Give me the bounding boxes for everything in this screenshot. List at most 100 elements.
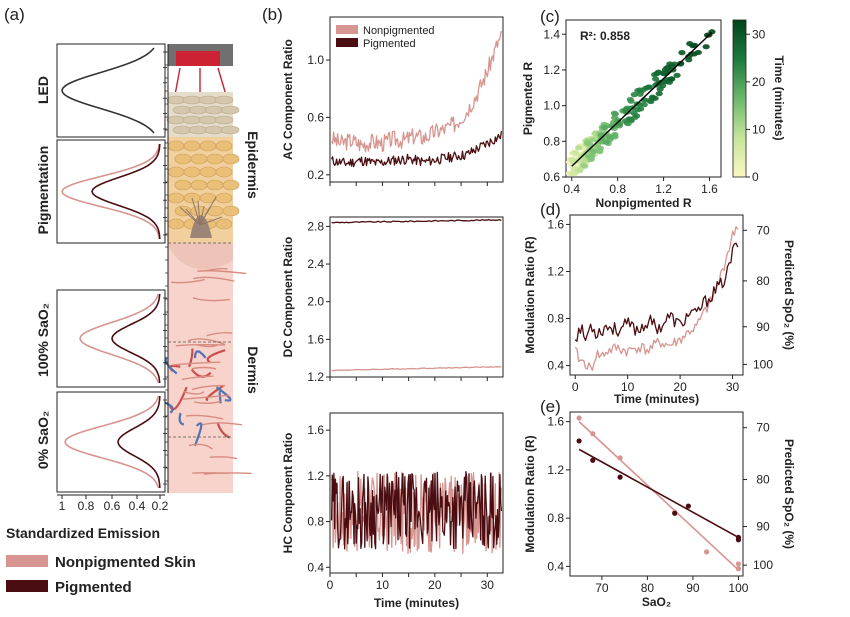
y-tick-label: 1.2 xyxy=(307,370,324,384)
pigmented-point xyxy=(576,438,582,444)
r-squared-annotation: R²: 0.858 xyxy=(580,29,630,43)
nonpigmented-point xyxy=(590,431,596,437)
pigmented-line xyxy=(330,471,503,550)
nonpigmented-fit-line xyxy=(578,421,739,571)
y-tick-label: 0.2 xyxy=(307,168,324,182)
scatter-point xyxy=(590,148,598,154)
collagen-fiber xyxy=(187,338,226,346)
scatter-point xyxy=(627,116,635,122)
legend-swatch-nonpigmented xyxy=(336,25,358,34)
y-axis-title: Pigmented R xyxy=(521,61,535,135)
y-tick-label: 1.4 xyxy=(543,27,560,41)
nonpigmented-line xyxy=(331,365,502,372)
collagen-fiber xyxy=(197,270,247,275)
collagen-fiber xyxy=(172,361,221,366)
scatter-point xyxy=(576,167,584,174)
nonpigmented-point xyxy=(735,566,742,572)
light-ray xyxy=(217,67,227,96)
keratinocyte xyxy=(198,115,218,125)
y-tick-label: 0.8 xyxy=(547,312,564,326)
colorbar-tick-label: 0 xyxy=(752,170,759,184)
x-tick-label: 10 xyxy=(621,380,635,394)
keratinocyte xyxy=(198,95,218,105)
keratinocyte xyxy=(166,95,186,105)
y-tick-label: 0.4 xyxy=(547,559,564,573)
y-tick-label: 1.2 xyxy=(547,264,564,278)
y-tick-label: 1.6 xyxy=(547,217,564,231)
collagen-fiber xyxy=(188,443,213,450)
epidermal-cell xyxy=(190,153,208,165)
blood-vessel xyxy=(188,348,194,368)
y-axis-title: Modulation Ratio (R) xyxy=(523,435,537,552)
y-axis-title: AC Component Ratio xyxy=(281,39,295,160)
nonpigmented-line xyxy=(330,30,503,153)
scatter-point xyxy=(702,44,710,50)
plot-frame xyxy=(329,412,504,574)
y-axis-title: DC Component Ratio xyxy=(281,237,295,358)
led-emission-curve xyxy=(61,47,155,134)
pigmented-point xyxy=(735,537,742,543)
emission-box xyxy=(56,391,166,493)
y2-tick-label: 90 xyxy=(756,520,770,534)
scatter-point xyxy=(630,92,638,98)
epidermal-cell xyxy=(199,140,217,152)
scatter-point xyxy=(596,148,604,155)
x-tick-label: 20 xyxy=(428,578,442,592)
x-tick-label: 0 xyxy=(327,578,334,592)
modulation-ratio-sao2-plot: 0.4 0.8 1.2 1.6 70 80 90 100 Modulation Ratio (R… xyxy=(523,411,796,609)
epidermal-cell xyxy=(215,192,233,204)
scatter-point xyxy=(587,156,595,162)
y-tick-label: 0.6 xyxy=(307,110,324,124)
pigmented-emission-curve xyxy=(117,395,161,489)
pigmented-point xyxy=(672,510,678,516)
melanocyte-dendrite xyxy=(179,206,201,226)
ac-component-plot: 0.2 0.6 1.0 AC Component Ratio xyxy=(281,16,504,186)
scatter-point xyxy=(634,107,642,113)
nonpigmented-point xyxy=(703,549,710,555)
skin-illustration xyxy=(159,44,252,493)
x-tick-label: 20 xyxy=(673,380,687,394)
y2-tick-label: 100 xyxy=(753,558,773,572)
y-axis-title: HC Component Ratio xyxy=(281,433,295,554)
panel-c-label: (c) xyxy=(540,7,560,26)
plot-frame xyxy=(569,214,744,376)
epidermal-cell xyxy=(215,166,233,178)
collagen-fiber xyxy=(202,422,243,426)
epidermis-label: Epidermis xyxy=(245,131,261,199)
row-title-100-sao2: 100% SaO₂ xyxy=(35,303,51,377)
x-axis-title: Nonpigmented R xyxy=(596,196,692,210)
keratinocyte xyxy=(214,95,234,105)
epidermal-cell xyxy=(183,140,201,152)
scatter-point xyxy=(651,95,659,101)
keratinocyte xyxy=(182,95,202,105)
colorbar-tick-label: 20 xyxy=(752,75,766,89)
legend-swatch-nonpigmented xyxy=(6,555,48,567)
epidermal-cell xyxy=(206,179,224,191)
collagen-fibers xyxy=(170,267,252,476)
x-tick-label: 0.8 xyxy=(78,499,95,513)
plot-frame xyxy=(329,216,504,378)
blood-vessel xyxy=(193,422,203,447)
collagen-fiber xyxy=(206,332,233,337)
panel-e-label: (e) xyxy=(540,397,561,416)
collagen-fiber xyxy=(191,384,225,391)
pigmented-emission-curve xyxy=(111,293,161,384)
epidermal-cell xyxy=(222,205,240,217)
collagen-fiber xyxy=(170,278,206,284)
keratinocyte xyxy=(204,125,224,135)
led-chip xyxy=(176,51,220,66)
epidermal-cell xyxy=(215,218,233,230)
scatter-point xyxy=(668,63,676,69)
panel-a-x-axis: 1 0.8 0.6 0.4 0.2 xyxy=(59,499,169,513)
scatter-point xyxy=(676,61,684,67)
collagen-fiber xyxy=(209,456,238,460)
scatter-point xyxy=(686,41,694,47)
melanocyte-dendrite xyxy=(199,216,223,226)
y2-axis-title: Predicted SpO₂ (%) xyxy=(782,240,796,350)
epidermal-cell xyxy=(167,192,185,204)
y-tick-label: 0.4 xyxy=(307,560,324,574)
y-tick-label: 1.6 xyxy=(547,415,564,429)
y-tick-label: 1.2 xyxy=(543,63,560,77)
pigmented-line xyxy=(331,131,503,168)
